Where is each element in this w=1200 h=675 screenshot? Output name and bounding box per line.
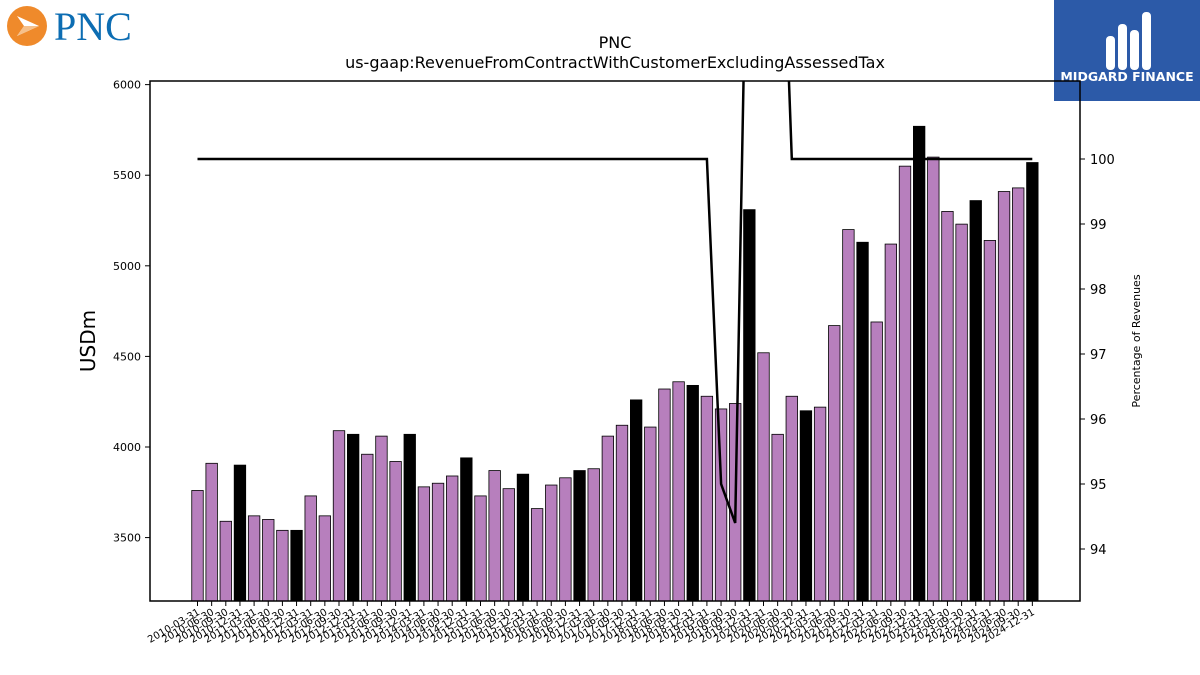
percentage-line-layer	[197, 81, 1033, 524]
bar-2017-12-31	[630, 399, 643, 602]
bar-2022-03-31	[870, 321, 883, 602]
plot-frame	[149, 80, 1081, 602]
y2-tick-label: 97	[1090, 348, 1107, 363]
bar-series	[191, 125, 1039, 602]
bar-2019-06-30	[714, 408, 728, 602]
bar-2014-09-30	[446, 475, 459, 602]
bar-2011-09-30	[276, 529, 289, 602]
bar-2013-12-31	[403, 433, 416, 602]
bar-2011-03-31	[247, 515, 261, 602]
bar-2013-06-30	[375, 435, 388, 602]
bar-2023-06-30	[941, 211, 954, 602]
percentage-of-revenues-line	[197, 81, 1033, 524]
y2-tick-label: 100	[1090, 153, 1115, 168]
y-tick-label: 5500	[113, 169, 141, 182]
bar-2011-12-31	[290, 529, 303, 602]
bar-2015-09-30	[502, 488, 515, 602]
bar-2020-03-31	[757, 352, 770, 602]
bar-2017-09-30	[615, 424, 629, 602]
bar-2013-09-30	[389, 461, 402, 602]
bar-2018-09-30	[672, 381, 685, 602]
y-tick-label: 3500	[113, 532, 141, 545]
bar-2015-03-31	[474, 495, 487, 602]
bar-2010-09-30	[219, 520, 232, 602]
y-tick-label: 5000	[113, 260, 141, 273]
bar-2016-12-31	[573, 470, 586, 602]
bar-2020-12-31	[799, 410, 813, 602]
y2-tick-label: 94	[1090, 543, 1107, 558]
bar-2017-03-31	[587, 468, 600, 602]
x-axis: 2010-03-312010-06-302010-09-302010-12-31…	[146, 601, 1037, 646]
bar-2021-03-31	[813, 406, 827, 602]
bar-2012-06-30	[318, 515, 332, 602]
chart-title: PNC	[599, 33, 632, 52]
bar-2021-12-31	[856, 241, 869, 602]
bar-2012-12-31	[346, 433, 360, 602]
bar-2023-03-31	[927, 156, 940, 602]
bar-2022-06-30	[884, 243, 897, 602]
bar-2019-03-31	[700, 395, 714, 602]
midgard-finance-logo: MIDGARD FINANCE	[1054, 0, 1200, 101]
chart-subtitle: us-gaap:RevenueFromContractWithCustomerE…	[345, 53, 885, 72]
bar-2024-03-31	[983, 240, 997, 602]
bar-2010-12-31	[233, 464, 247, 602]
y2-tick-label: 98	[1090, 283, 1107, 298]
y-tick-label: 6000	[113, 79, 141, 92]
bar-2010-03-31	[191, 490, 204, 602]
pnc-logo: PNC	[4, 4, 154, 50]
left-y-axis: 3500 4000 4500 5000 5500 6000	[113, 79, 150, 545]
bar-2015-06-30	[488, 470, 501, 602]
y2-tick-label: 99	[1090, 218, 1107, 233]
midgard-logo-icon	[1106, 12, 1151, 70]
bar-2016-06-30	[545, 484, 558, 602]
right-y-axis: 94 95 96 97 98 99 100	[1080, 153, 1115, 558]
y2-tick-label: 95	[1090, 478, 1107, 493]
y-axis-label: USDm	[76, 310, 100, 372]
bar-2014-03-31	[417, 486, 431, 602]
bar-2021-09-30	[842, 229, 855, 602]
bar-2016-09-30	[559, 477, 572, 602]
bar-2017-06-30	[601, 435, 614, 602]
bar-2012-09-30	[332, 430, 346, 602]
bar-2020-09-30	[785, 395, 798, 602]
bar-2016-03-31	[530, 508, 544, 602]
y2-axis-label: Percentage of Revenues	[1130, 274, 1143, 407]
midgard-logo-text: MIDGARD FINANCE	[1060, 69, 1193, 84]
bar-2013-03-31	[361, 453, 374, 602]
bar-2024-09-30	[1012, 187, 1025, 602]
bar-2023-09-30	[955, 223, 968, 602]
bar-2023-12-31	[969, 200, 982, 602]
pnc-logo-text: PNC	[54, 4, 132, 49]
y-tick-label: 4000	[113, 441, 141, 454]
bar-2018-03-31	[644, 426, 657, 602]
bar-2018-06-30	[658, 388, 671, 602]
y-tick-label: 4500	[113, 350, 141, 363]
bar-2014-12-31	[460, 457, 473, 602]
bar-2020-06-30	[771, 433, 784, 602]
bar-2024-12-31	[1026, 162, 1039, 602]
bar-2024-06-30	[997, 191, 1011, 602]
bar-2018-12-31	[686, 384, 699, 602]
bar-2019-12-31	[743, 209, 756, 602]
bar-2021-06-30	[828, 325, 841, 602]
bar-2012-03-31	[304, 495, 317, 602]
bar-2015-12-31	[516, 473, 530, 602]
bar-2014-06-30	[431, 482, 445, 602]
y2-tick-label: 96	[1090, 413, 1107, 428]
bar-2010-06-30	[205, 462, 218, 602]
bar-2022-12-31	[913, 125, 926, 602]
bar-2022-09-30	[898, 165, 912, 602]
bar-2011-06-30	[262, 519, 275, 602]
